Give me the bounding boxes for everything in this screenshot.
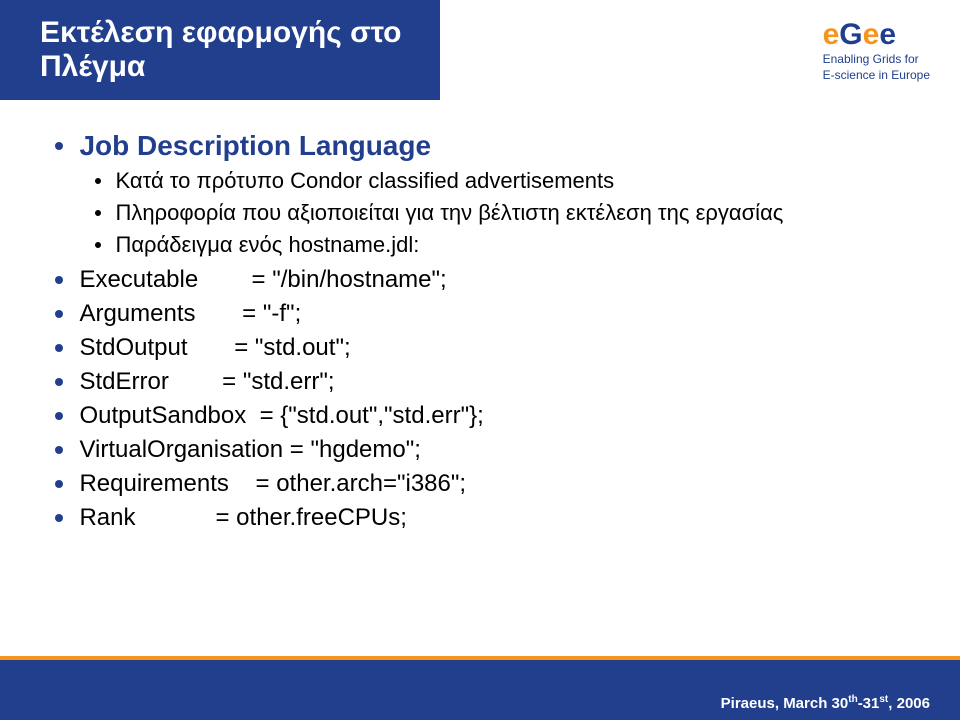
footer-st: st: [879, 694, 888, 705]
bullet-dot-icon: [55, 344, 63, 352]
code-text: OutputSandbox = {"std.out","std.err"};: [79, 402, 483, 429]
code-line: Arguments = "-f";: [55, 300, 905, 328]
jdl-code-block: Executable = "/bin/hostname"; Arguments …: [55, 266, 905, 532]
bullet-dot-icon: [55, 378, 63, 386]
code-line: StdError = "std.err";: [55, 368, 905, 396]
code-text: Requirements = other.arch="i386";: [79, 470, 466, 497]
heading-text: Job Description Language: [79, 130, 431, 161]
sub-bullet-1: Κατά το πρότυπο Condor classified advert…: [95, 168, 905, 194]
code-text: StdError = "std.err";: [79, 368, 334, 395]
code-line: VirtualOrganisation = "hgdemo";: [55, 436, 905, 464]
bullet-dot-icon: [95, 242, 101, 248]
heading-bullet: Job Description Language: [55, 130, 905, 162]
code-line: Rank = other.freeCPUs;: [55, 504, 905, 532]
code-line: OutputSandbox = {"std.out","std.err"};: [55, 402, 905, 430]
code-line: Executable = "/bin/hostname";: [55, 266, 905, 294]
footer-band: Piraeus, March 30th-31st, 2006: [0, 660, 960, 720]
bullet-dot-icon: [55, 276, 63, 284]
code-line: StdOutput = "std.out";: [55, 334, 905, 362]
bullet-dot-icon: [55, 412, 63, 420]
code-text: Rank = other.freeCPUs;: [79, 504, 406, 531]
code-text: StdOutput = "std.out";: [79, 334, 350, 361]
egee-logo: eGee Enabling Grids for E-science in Eur…: [823, 20, 930, 83]
footer-year: , 2006: [888, 695, 930, 712]
footer-date: Piraeus, March 30th-31st, 2006: [721, 694, 930, 712]
bullet-dot-icon: [95, 178, 101, 184]
footer-part1: Piraeus, March 30: [721, 695, 849, 712]
sub-text: Κατά το πρότυπο Condor classified advert…: [115, 168, 614, 193]
bullet-dot-icon: [55, 480, 63, 488]
code-line: Requirements = other.arch="i386";: [55, 470, 905, 498]
bullet-dot-icon: [55, 310, 63, 318]
sub-text: Παράδειγμα ενός hostname.jdl:: [115, 232, 419, 257]
footer-th: th: [848, 694, 857, 705]
title-band: Εκτέλεση εφαρμογής στο Πλέγμα: [0, 0, 440, 100]
bullet-dot-icon: [55, 142, 63, 150]
bullet-dot-icon: [55, 446, 63, 454]
bullet-dot-icon: [95, 210, 101, 216]
slide-title: Εκτέλεση εφαρμογής στο Πλέγμα: [40, 16, 440, 84]
sub-text: Πληροφορία που αξιοποιείται για την βέλτ…: [115, 200, 783, 225]
sub-bullet-3: Παράδειγμα ενός hostname.jdl:: [95, 232, 905, 258]
logo-wordmark: eGee: [823, 20, 930, 50]
code-text: Executable = "/bin/hostname";: [79, 266, 446, 293]
bullet-dot-icon: [55, 514, 63, 522]
sub-bullet-2: Πληροφορία που αξιοποιείται για την βέλτ…: [95, 200, 905, 226]
content-area: Job Description Language Κατά το πρότυπο…: [55, 130, 905, 538]
logo-tagline-1: Enabling Grids for: [823, 52, 930, 66]
footer-dash: -31: [858, 695, 880, 712]
code-text: Arguments = "-f";: [79, 300, 301, 327]
code-text: VirtualOrganisation = "hgdemo";: [79, 436, 420, 463]
logo-tagline-2: E-science in Europe: [823, 68, 930, 82]
